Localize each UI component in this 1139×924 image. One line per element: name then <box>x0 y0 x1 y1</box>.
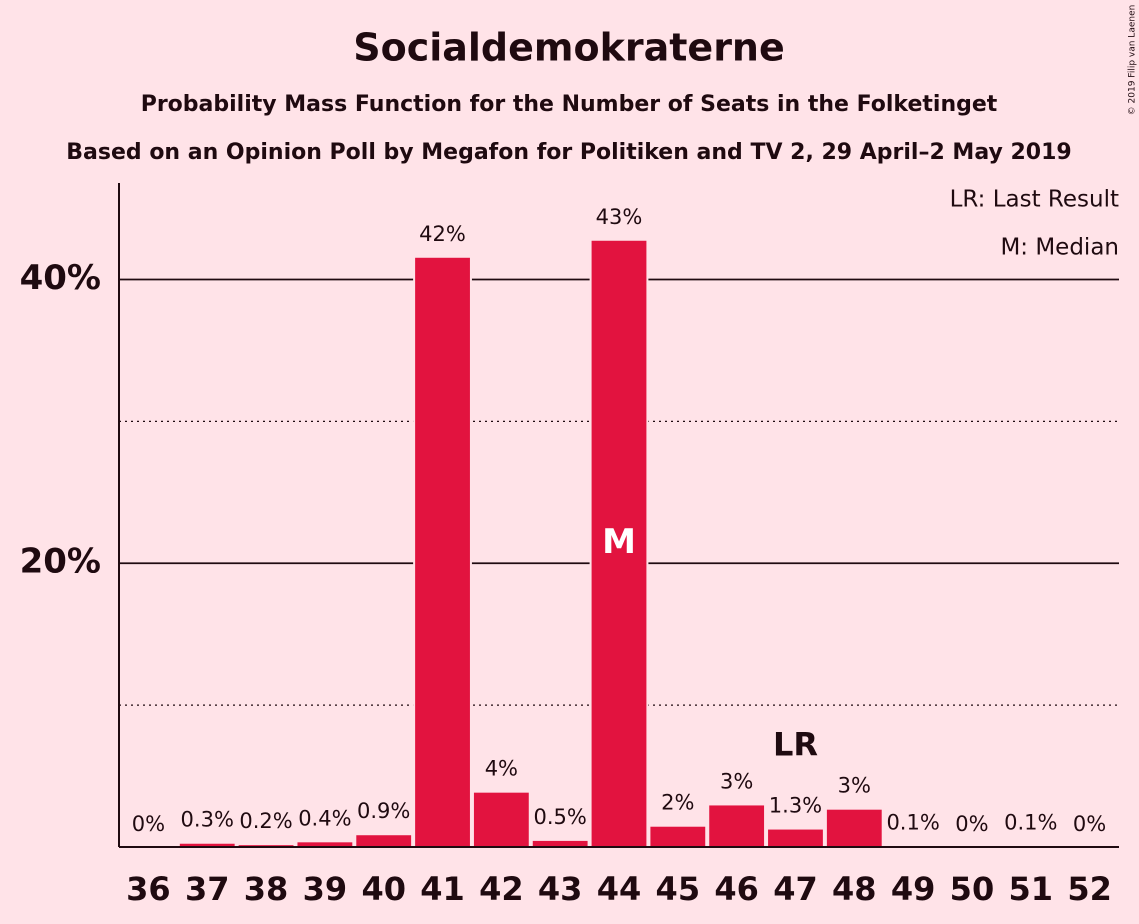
value-label: 0.2% <box>239 809 292 833</box>
x-tick-label: 39 <box>303 870 348 908</box>
chart-title: Socialdemokraterne <box>353 26 785 70</box>
bar <box>707 803 767 849</box>
x-tick-label: 48 <box>832 870 877 908</box>
value-label: 2% <box>661 791 694 815</box>
x-tick-label: 36 <box>126 870 171 908</box>
x-tick-label: 47 <box>773 870 818 908</box>
value-label: 3% <box>838 774 871 798</box>
value-label: 0.3% <box>181 808 234 832</box>
value-label: 1.3% <box>769 794 822 818</box>
x-tick-label: 51 <box>1008 870 1053 908</box>
chart-subtitle: Probability Mass Function for the Number… <box>141 92 998 117</box>
legend-entry: LR: Last Result <box>950 187 1119 213</box>
x-tick-label: 49 <box>891 870 936 908</box>
x-tick-label: 43 <box>538 870 583 908</box>
bar <box>589 238 649 848</box>
last-result-marker: LR <box>773 726 818 764</box>
value-label: 4% <box>485 757 518 781</box>
median-marker: M <box>602 522 636 562</box>
x-tick-label: 37 <box>185 870 230 908</box>
value-label: 0.5% <box>533 805 586 829</box>
value-label: 0% <box>1073 812 1106 836</box>
value-label: 3% <box>720 769 753 793</box>
x-tick-label: 40 <box>361 870 406 908</box>
value-label: 0.1% <box>886 811 939 835</box>
value-label: 0% <box>132 812 165 836</box>
x-tick-label: 44 <box>597 870 642 908</box>
x-tick-label: 45 <box>656 870 701 908</box>
value-label: 43% <box>596 205 643 229</box>
x-tick-label: 46 <box>714 870 759 908</box>
x-tick-label: 38 <box>244 870 289 908</box>
x-tick-label: 52 <box>1067 870 1112 908</box>
bar <box>824 807 884 849</box>
chart-subtitle: Based on an Opinion Poll by Megafon for … <box>66 140 1071 165</box>
value-label: 0.1% <box>1004 811 1057 835</box>
value-label: 42% <box>419 222 466 246</box>
bar <box>413 255 472 848</box>
bar <box>471 790 531 849</box>
bar <box>530 838 590 849</box>
legend-entry: M: Median <box>1000 235 1119 261</box>
y-tick-label: 20% <box>20 542 101 582</box>
copyright: © 2019 Filip van Laenen <box>1128 5 1138 116</box>
bar <box>354 833 414 849</box>
y-tick-label: 40% <box>20 258 101 298</box>
value-label: 0.4% <box>298 806 351 830</box>
x-tick-label: 41 <box>420 870 465 908</box>
value-label: 0.9% <box>357 799 410 823</box>
bar <box>766 827 825 848</box>
value-label: 0% <box>955 812 988 836</box>
x-tick-label: 42 <box>479 870 524 908</box>
bar <box>648 824 708 849</box>
x-tick-label: 50 <box>950 870 995 908</box>
